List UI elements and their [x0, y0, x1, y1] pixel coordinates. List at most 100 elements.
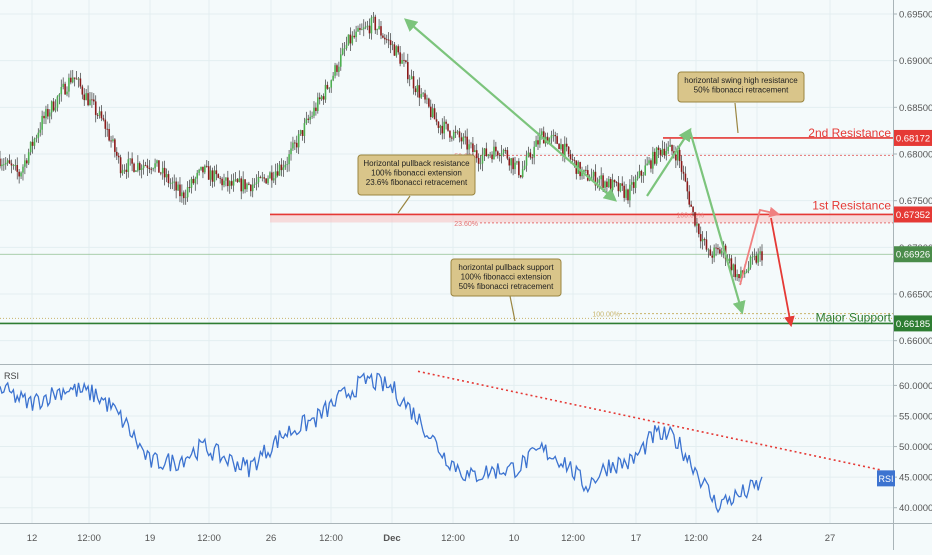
candle-body [611, 179, 614, 191]
time-tick-label: 12:00 [197, 533, 221, 544]
candle-body [533, 146, 535, 158]
candle-body [690, 204, 692, 207]
candle-body [259, 176, 262, 178]
time-tick-label: 12:00 [77, 533, 101, 544]
candle-body [324, 84, 327, 100]
candle-body [334, 65, 336, 76]
target-arrow [770, 217, 795, 328]
rsi-panel-bg [0, 364, 893, 523]
candle-body [676, 149, 679, 161]
candle-body [525, 156, 528, 166]
candle-body [439, 125, 442, 128]
candle-body [437, 121, 440, 128]
candle-body [632, 182, 635, 188]
candle-body [181, 192, 183, 197]
candle-body [250, 184, 252, 192]
candle-body [682, 171, 685, 174]
time-tick-label: 19 [145, 533, 156, 544]
fib-100-ext-label: 100.00% [676, 212, 704, 219]
candle-body [384, 37, 386, 40]
candle-body [56, 96, 59, 108]
candle-body [675, 154, 677, 161]
rsi-tick-label: 40.0000 [899, 503, 932, 514]
first-resistance-price-tag-bg [894, 206, 932, 223]
candle-body [625, 189, 627, 198]
second-down-leg-arrow [688, 130, 746, 315]
candle-body [278, 164, 281, 176]
candle-body [397, 46, 400, 53]
candle-body [617, 182, 620, 192]
candle-body [347, 34, 350, 45]
second-resistance-price-tag-bg [894, 129, 932, 146]
resistance-zone [270, 213, 893, 223]
price-tick-label: 0.67500 [899, 196, 932, 207]
candle-body [4, 162, 7, 165]
annotation-drawings [397, 18, 795, 328]
candle-body [608, 179, 610, 187]
candle-body [571, 159, 574, 160]
time-tick-label: 10 [509, 533, 520, 544]
candle-body [73, 77, 76, 79]
candle-body [58, 94, 61, 97]
candle-body [47, 109, 49, 117]
candle-body [558, 143, 560, 150]
candle-body [225, 177, 227, 181]
rsi-tick-label: 60.0000 [899, 381, 932, 392]
candle-body [747, 267, 750, 271]
candle-body [743, 272, 746, 275]
candle-body [353, 35, 355, 38]
candle-body [728, 258, 731, 261]
candle-body [479, 163, 482, 165]
candle-body [182, 192, 185, 199]
candle-body [370, 17, 373, 34]
candle-body [489, 154, 491, 156]
candle-body [563, 143, 566, 156]
price-tick-label: 0.66000 [899, 336, 932, 347]
rsi-series [0, 370, 881, 514]
candle-body [602, 175, 604, 188]
candle-body [454, 131, 457, 133]
up-leg-arrow [646, 127, 692, 197]
candle-body [493, 146, 495, 160]
candle-body [295, 142, 298, 148]
candle-body [117, 155, 120, 158]
candle-body [468, 144, 470, 150]
time-tick-label: 12 [27, 533, 38, 544]
candle-body [108, 129, 110, 141]
candle-body [290, 148, 292, 155]
candle-body [600, 175, 602, 180]
candle-body [349, 34, 352, 44]
candle-body [64, 83, 66, 95]
candle-body [749, 256, 752, 268]
candle-body [376, 29, 378, 31]
candle-body [171, 182, 174, 184]
first-resistance-price-tag: 0.67352 [896, 210, 930, 221]
candle-body [115, 151, 118, 156]
candle-body [385, 39, 388, 41]
callout-pointer [397, 195, 411, 214]
candle-body [567, 146, 570, 155]
candle-body [280, 164, 283, 171]
candle-body [483, 148, 486, 155]
candle-body [303, 123, 306, 136]
candle-body [403, 59, 405, 61]
callout-text: horizontal pullback support [458, 263, 554, 272]
time-tick-label: 12:00 [561, 533, 585, 544]
candle-body [70, 77, 72, 83]
candle-body [757, 253, 759, 263]
candle-body [709, 249, 712, 256]
candle-body [75, 78, 78, 80]
candle-body [272, 178, 275, 181]
candle-body [498, 155, 501, 157]
candle-body [382, 35, 384, 38]
candle-body [20, 172, 22, 177]
candle-body [684, 173, 687, 182]
candle-body [3, 164, 5, 166]
candle-body [701, 239, 704, 242]
callout-box [450, 258, 562, 297]
candle-body [318, 97, 321, 100]
candle-body [495, 146, 497, 152]
candle-body [246, 183, 248, 190]
